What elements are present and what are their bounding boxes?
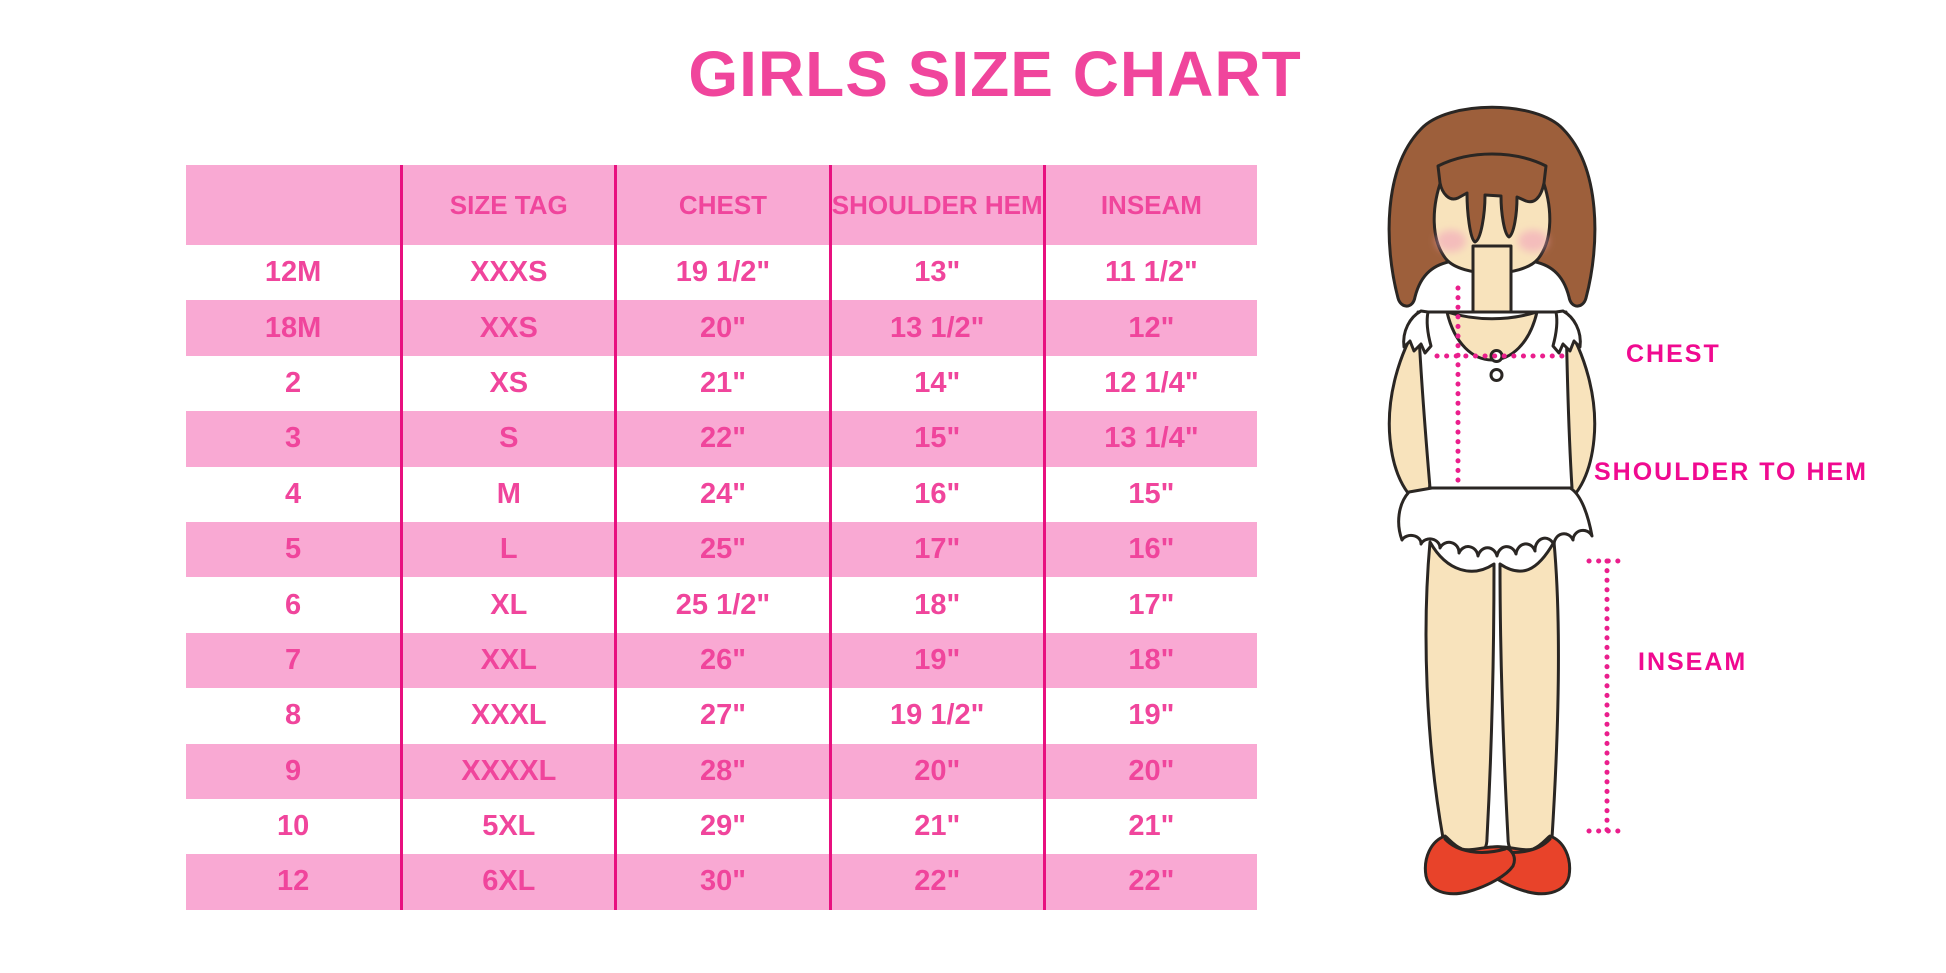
cell-row7-col2: XL: [400, 577, 614, 633]
cell-row12-col1: 12: [186, 854, 401, 910]
cell-row5-col1: 4: [285, 477, 302, 510]
right-leg: [1498, 540, 1560, 854]
cell-row6-col5: 16": [1042, 521, 1257, 578]
left-sleeve-ruffle: [1402, 309, 1433, 355]
cell-row2-col1: 18M: [186, 300, 401, 356]
cell-row8-col3: 26": [614, 632, 829, 689]
cell-row9-col5: 19": [1042, 688, 1257, 744]
cell-row4-col3: 22": [614, 411, 829, 467]
header-chest: CHEST: [614, 165, 829, 245]
inseam-dotted-line: [1586, 558, 1628, 834]
header-size-tag: SIZE TAG: [400, 165, 615, 245]
bangs: [1436, 152, 1548, 244]
cell-row7-col1: 6: [285, 588, 302, 621]
cell-row5-col4: 16": [828, 466, 1043, 522]
cell-row11-col1: 10: [276, 810, 310, 843]
cell-row3-col3: 21": [614, 355, 828, 412]
cell-row6-col2: L: [400, 521, 615, 578]
cell-row4-col2: S: [400, 411, 615, 467]
girl-illustration: [1387, 105, 1628, 896]
cell-row5-col2: M: [400, 466, 614, 522]
shoulder-to-hem-label: SHOULDER TO HEM: [1594, 458, 1868, 486]
cell-row4-col1: 3: [186, 411, 401, 467]
cell-row1-col2: XXXS: [400, 245, 614, 301]
header-inseam: INSEAM: [1042, 165, 1257, 245]
cell-row2-col5: 12": [1042, 300, 1257, 356]
cell-row1-col5: 11 1/2": [1042, 245, 1257, 301]
cell-row3-col2: XS: [400, 355, 614, 412]
cell-row10-col1: 9: [186, 743, 401, 799]
cell-row3-col5: 12 1/4": [1042, 355, 1257, 412]
cell-row11-col3: 29": [614, 798, 828, 855]
cell-row2-col3: 20": [614, 300, 829, 356]
cell-row9-col4: 19 1/2": [828, 688, 1043, 744]
neckline: [1445, 310, 1539, 362]
cell-row3-col1: 2: [285, 366, 302, 399]
cell-row6-col1: 5: [186, 521, 401, 578]
cell-row7-col3: 25 1/2": [614, 577, 828, 633]
cell-row2-col2: XXS: [400, 300, 615, 356]
cell-row12-col3: 30": [614, 854, 829, 910]
cell-row9-col2: XXXL: [400, 688, 614, 744]
cell-row4-col4: 15": [828, 411, 1043, 467]
cell-row12-col5: 22": [1042, 854, 1257, 910]
cell-row10-col5: 20": [1042, 743, 1257, 799]
cheeks: [1436, 230, 1548, 252]
cell-row6-col3: 25": [614, 521, 829, 578]
cell-row10-col2: XXXXL: [400, 743, 615, 799]
cell-row12-col4: 22": [828, 854, 1043, 910]
cell-row6-col4: 17": [828, 521, 1043, 578]
left-leg: [1424, 540, 1496, 854]
chest-label: CHEST: [1626, 340, 1721, 368]
size-table: SIZE TAG CHEST SHOULDER HEM INSEAM 12M XXXS 19…: [186, 165, 1257, 910]
cell-row8-col5: 18": [1042, 632, 1257, 689]
cell-row8-col1: 7: [186, 632, 401, 689]
cell-row3-col4: 14": [828, 355, 1043, 412]
neck: [1471, 244, 1513, 316]
header-shoulder-hem: SHOULDER HEM: [828, 165, 1043, 245]
cell-row1-col4: 13": [828, 245, 1043, 301]
cell-row10-col3: 28": [614, 743, 829, 799]
cell-row5-col3: 24": [614, 466, 828, 522]
cell-row8-col4: 19": [828, 632, 1043, 689]
right-sleeve-ruffle: [1551, 309, 1582, 355]
cell-row4-col5: 13 1/4": [1042, 411, 1257, 467]
cell-row11-col2: 5XL: [400, 798, 614, 855]
cell-row10-col4: 20": [828, 743, 1043, 799]
skirt: [1397, 486, 1594, 558]
cell-row11-col4: 21": [828, 798, 1043, 855]
cell-row11-col5: 21": [1042, 798, 1257, 855]
button-bottom: [1489, 368, 1504, 382]
cell-row2-col4: 13 1/2": [828, 300, 1043, 356]
page-title: GIRLS SIZE CHART: [688, 38, 1302, 110]
cell-row1-col3: 19 1/2": [614, 245, 828, 301]
cell-row9-col1: 8: [285, 699, 302, 732]
inseam-label: INSEAM: [1638, 648, 1748, 676]
cell-row1-col1: 12M: [264, 256, 322, 289]
cell-row9-col3: 27": [614, 688, 828, 744]
cell-row7-col5: 17": [1042, 577, 1257, 633]
header-blank: [186, 165, 401, 245]
cell-row8-col2: XXL: [400, 632, 615, 689]
left-shoe-strap: [1443, 837, 1507, 854]
cell-row5-col5: 15": [1042, 466, 1257, 522]
cell-row12-col2: 6XL: [400, 854, 615, 910]
cell-row7-col4: 18": [828, 577, 1043, 633]
